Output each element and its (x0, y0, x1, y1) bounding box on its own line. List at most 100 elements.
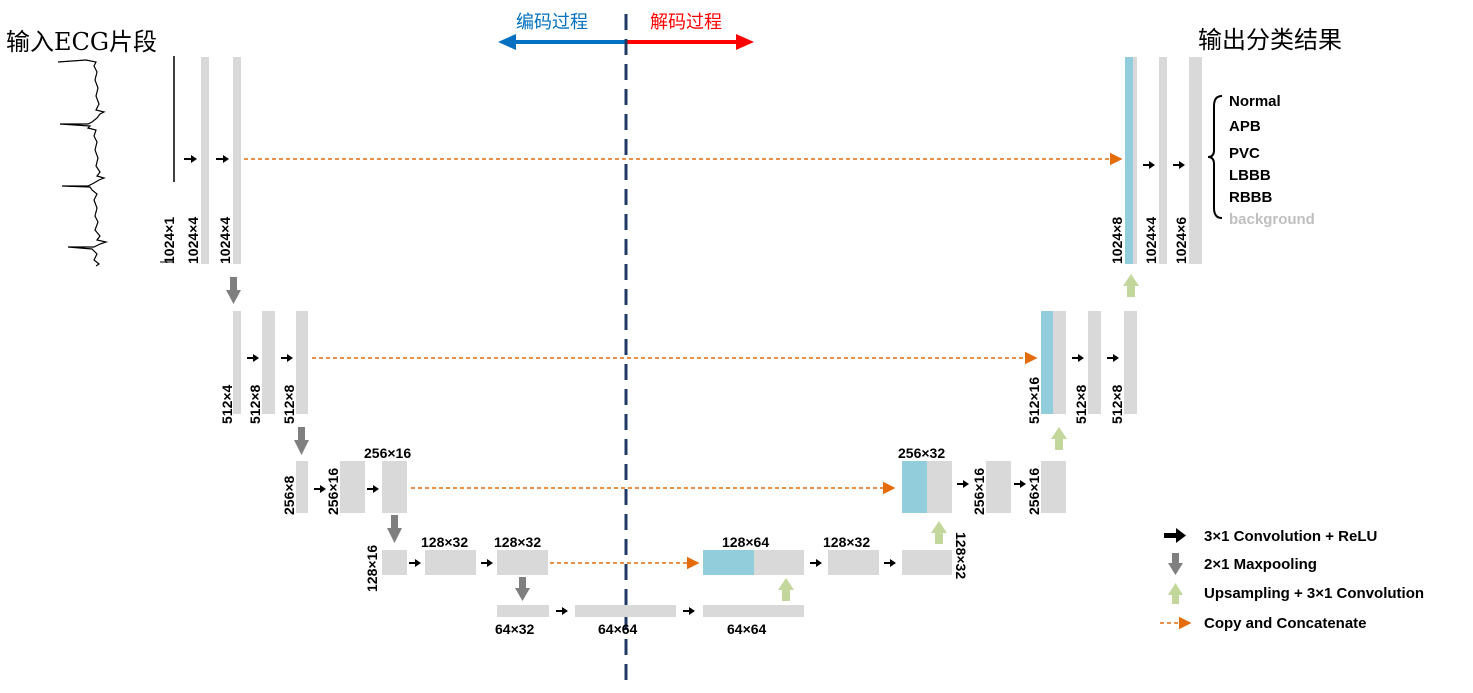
dec4-label-1: 128×64 (722, 534, 769, 550)
enc4-label-1: 128×16 (364, 545, 380, 592)
dec1-conv-arrow-2 (1173, 161, 1185, 169)
bottom-block-2 (575, 605, 676, 617)
encode-label: 编码过程 (516, 12, 588, 33)
class-apb: APB (1229, 118, 1261, 135)
legend-conv-label: 3×1 Convolution + ReLU (1204, 528, 1377, 545)
enc3-block-1 (296, 461, 308, 513)
dec1-concat-part (1125, 57, 1133, 264)
enc2-block-2 (262, 311, 275, 414)
dec2-block-2 (1088, 311, 1101, 414)
ecg-signal (57, 59, 109, 267)
dec1-conv-arrow-1 (1143, 161, 1155, 169)
bottom-block-1 (497, 605, 549, 617)
enc2-conv-arrow-1 (247, 354, 259, 362)
pool-arrow-4 (515, 577, 530, 601)
enc2-block-1 (233, 311, 241, 414)
dec2-label-1: 512×16 (1026, 377, 1042, 424)
enc1-label-3: 1024×4 (217, 217, 233, 264)
dec4-concat-part (703, 550, 754, 575)
up-arrow-2 (1051, 427, 1067, 450)
dec1-label-1: 1024×8 (1109, 217, 1125, 264)
legend-up-icon (1168, 583, 1183, 604)
bottom-label-1: 64×32 (495, 621, 535, 637)
dec1-block-2 (1159, 57, 1167, 264)
enc1-block-2 (201, 57, 209, 264)
dec4-label-3: 128×32 (953, 532, 969, 579)
class-bracket (1207, 95, 1223, 219)
enc2-label-3: 512×8 (281, 384, 297, 424)
class-pvc: PVC (1229, 145, 1260, 162)
dec2-label-3: 512×8 (1109, 384, 1125, 424)
decode-label: 解码过程 (650, 12, 722, 33)
dec4-conv-arrow-1 (810, 559, 822, 567)
legend-pool-label: 2×1 Maxpooling (1204, 556, 1317, 573)
enc1-label-1: 1024×1 (161, 217, 177, 264)
enc1-conv-arrow-2 (216, 155, 229, 163)
dec3-block-3 (1041, 461, 1066, 513)
bottom-conv-arrow-1 (556, 607, 568, 615)
output-title: 输出分类结果 (1198, 26, 1342, 54)
enc1-label-2: 1024×4 (185, 217, 201, 264)
dec4-block-2 (828, 550, 879, 575)
dec3-conv-arrow-1 (957, 480, 969, 488)
class-rbbb: RBBB (1229, 189, 1272, 206)
dec3-label-3: 256×16 (1026, 468, 1042, 515)
bottom-conv-arrow-2 (683, 607, 695, 615)
dec2-label-2: 512×8 (1073, 384, 1089, 424)
enc3-block-2 (340, 461, 365, 513)
decode-direction-arrow (626, 34, 754, 50)
enc4-block-3 (497, 550, 548, 575)
dec4-label-2: 128×32 (823, 534, 870, 550)
enc3-conv-arrow-1 (314, 485, 326, 493)
legend-up-label: Upsampling + 3×1 Convolution (1204, 585, 1424, 602)
enc2-conv-arrow-2 (281, 354, 293, 362)
enc3-label-3: 256×16 (364, 445, 411, 461)
bottom-label-3: 64×64 (727, 621, 767, 637)
enc3-label-2: 256×16 (325, 468, 341, 515)
dec2-block-1 (1053, 311, 1066, 414)
dec2-conv-arrow-2 (1107, 354, 1119, 362)
enc3-label-1: 256×8 (281, 475, 297, 515)
class-background: background (1229, 211, 1315, 228)
dec4-block-3 (902, 550, 952, 575)
enc2-label-1: 512×4 (219, 384, 235, 424)
enc4-conv-arrow-2 (481, 559, 493, 567)
dec2-concat-part (1041, 311, 1053, 414)
up-arrow-1 (1123, 274, 1139, 297)
dec3-block-1 (927, 461, 952, 513)
dec4-block-1 (754, 550, 804, 575)
dec1-label-2: 1024×4 (1143, 217, 1159, 264)
dec1-block-3 (1189, 57, 1202, 264)
dec3-label-2: 256×16 (971, 468, 987, 515)
dec4-conv-arrow-2 (884, 559, 896, 567)
enc3-block-3 (382, 461, 407, 513)
dec3-concat-part (902, 461, 927, 513)
enc4-block-1 (382, 550, 407, 575)
enc2-label-2: 512×8 (247, 384, 263, 424)
enc1-conv-arrow-1 (184, 155, 197, 163)
enc4-conv-arrow-1 (409, 559, 421, 567)
legend-pool-icon (1168, 553, 1183, 575)
dec3-label-1: 256×32 (898, 445, 945, 461)
input-title: 输入ECG片段 (6, 28, 157, 56)
bottom-label-2: 64×64 (598, 621, 638, 637)
enc3-conv-arrow-2 (367, 485, 379, 493)
enc4-block-2 (425, 550, 476, 575)
dec3-conv-arrow-2 (1014, 480, 1026, 488)
dec3-block-2 (986, 461, 1011, 513)
pool-arrow-3 (387, 515, 402, 543)
enc1-block-3 (233, 57, 241, 264)
enc4-label-3: 128×32 (494, 534, 541, 550)
enc4-label-2: 128×32 (421, 534, 468, 550)
dec2-conv-arrow-1 (1072, 354, 1084, 362)
encode-direction-arrow (498, 34, 626, 50)
pool-arrow-1 (226, 277, 241, 304)
class-normal: Normal (1229, 93, 1281, 110)
legend-conv-icon (1164, 528, 1186, 543)
dec1-label-3: 1024×6 (1173, 217, 1189, 264)
enc2-block-3 (296, 311, 308, 414)
up-arrow-4 (778, 578, 794, 601)
up-arrow-3 (931, 521, 947, 544)
